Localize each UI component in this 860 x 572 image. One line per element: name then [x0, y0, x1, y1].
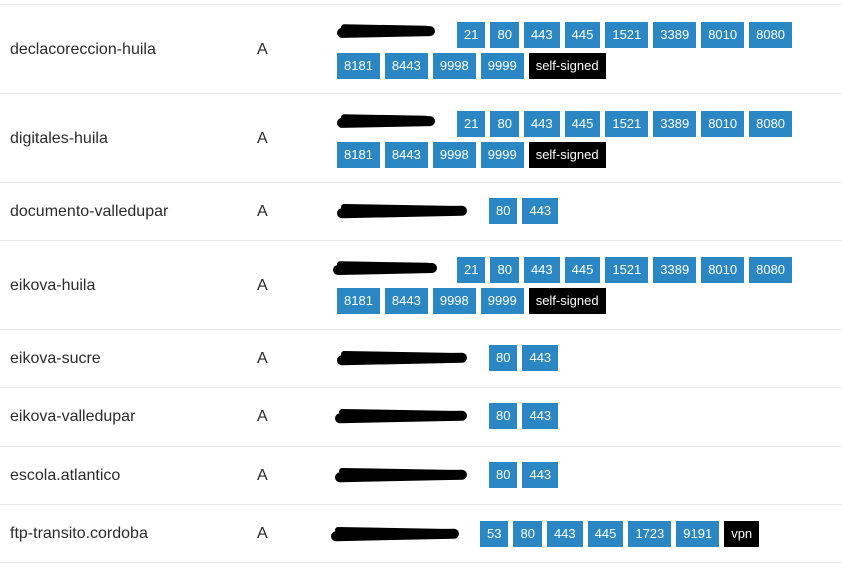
- port-tag[interactable]: 80: [513, 521, 542, 547]
- port-tag[interactable]: 80: [489, 198, 518, 224]
- port-tag[interactable]: 1521: [605, 22, 649, 48]
- port-tag[interactable]: 443: [522, 403, 559, 429]
- port-tag[interactable]: 9998: [432, 288, 476, 314]
- redacted-ip-address: [330, 526, 460, 542]
- hostname: escola.atlantico: [10, 467, 121, 484]
- port-tag[interactable]: 8010: [701, 257, 745, 283]
- port-tag[interactable]: 9998: [432, 53, 476, 79]
- port-tag[interactable]: 8443: [384, 288, 428, 314]
- port-tag[interactable]: 445: [564, 22, 601, 48]
- port-tag[interactable]: 9998: [432, 142, 476, 168]
- port-tag[interactable]: 80: [490, 111, 519, 137]
- port-tag[interactable]: 21: [457, 257, 486, 283]
- table-row: eikova-huila A 21 80 443 445 1521 3389 8010 8080 8…: [0, 240, 841, 329]
- table-row: digitales-huila A 21 80 443 445 1521 3389 8010 80…: [0, 93, 841, 182]
- port-tag[interactable]: 8080: [749, 257, 793, 283]
- port-tag[interactable]: 80: [489, 403, 518, 429]
- port-tag[interactable]: 1521: [605, 257, 649, 283]
- port-tag[interactable]: 53: [480, 521, 509, 547]
- port-tag[interactable]: 9999: [480, 53, 524, 79]
- redacted-ip-address: [336, 350, 468, 366]
- port-tag[interactable]: 443: [522, 462, 559, 488]
- hostname: digitales-huila: [10, 130, 108, 147]
- port-tags: 80 443: [489, 198, 841, 229]
- redacted-ip-address: [334, 408, 468, 424]
- table-row: documento-valledupar A 80 443: [0, 182, 841, 240]
- port-tags: 80 443: [489, 462, 841, 493]
- record-type: A: [257, 408, 268, 425]
- port-tag[interactable]: 1723: [628, 521, 672, 547]
- service-tag[interactable]: vpn: [724, 521, 760, 547]
- port-tag[interactable]: 8181: [337, 142, 380, 168]
- port-tag[interactable]: 8010: [701, 22, 745, 48]
- hostname: eikova-huila: [10, 277, 96, 294]
- port-tag[interactable]: 8080: [749, 111, 793, 137]
- table-row: eikova-sucre A 80 443: [0, 329, 841, 387]
- port-tags: 53 80 443 445 1723 9191 vpn: [480, 521, 841, 552]
- port-tag[interactable]: 1521: [605, 111, 649, 137]
- redacted-ip-address: [336, 203, 468, 219]
- port-tags: 80 443: [489, 345, 841, 376]
- port-tag[interactable]: 443: [546, 521, 583, 547]
- port-tag[interactable]: 443: [523, 111, 560, 137]
- port-tag[interactable]: 21: [457, 22, 486, 48]
- table-row: escola.atlantico A 80 443: [0, 446, 841, 504]
- record-type: A: [257, 350, 268, 367]
- port-tag[interactable]: 3389: [653, 111, 697, 137]
- port-tag[interactable]: 80: [489, 345, 518, 371]
- service-tag[interactable]: self-signed: [528, 53, 606, 79]
- table-row: eikova-valledupar A 80 443: [0, 387, 841, 446]
- port-tag[interactable]: 445: [564, 257, 601, 283]
- hostname: declacoreccion-huila: [10, 41, 156, 58]
- port-tag[interactable]: 21: [457, 111, 486, 137]
- record-type: A: [257, 203, 268, 220]
- hostname: ftp-transito.cordoba: [10, 525, 148, 542]
- port-tags: 80 443: [489, 403, 841, 434]
- hostname: eikova-valledupar: [10, 408, 136, 425]
- port-tag[interactable]: 8443: [384, 142, 428, 168]
- table-row: ftp-transito.cordoba A 53 80 443 445 1723 9191 v…: [0, 504, 841, 563]
- port-tag[interactable]: 8010: [701, 111, 745, 137]
- port-tag[interactable]: 9191: [676, 521, 720, 547]
- record-type: A: [257, 277, 268, 294]
- port-tag[interactable]: 9999: [480, 142, 524, 168]
- record-type: A: [257, 525, 268, 542]
- port-tag[interactable]: 3389: [653, 257, 697, 283]
- record-type: A: [257, 130, 268, 147]
- table-row: declacoreccion-huila A 21 80 443 445 1521 3389 8…: [0, 4, 841, 93]
- port-tag[interactable]: 443: [523, 22, 560, 48]
- port-tag[interactable]: 8181: [337, 288, 380, 314]
- port-tag[interactable]: 8181: [337, 53, 380, 79]
- port-tag[interactable]: 8080: [749, 22, 793, 48]
- hostname: eikova-sucre: [10, 350, 101, 367]
- service-tag[interactable]: self-signed: [528, 142, 606, 168]
- port-tag[interactable]: 443: [522, 345, 559, 371]
- port-tag[interactable]: 8443: [384, 53, 428, 79]
- port-tag[interactable]: 9999: [480, 288, 524, 314]
- port-tag[interactable]: 80: [490, 22, 519, 48]
- port-tag[interactable]: 445: [564, 111, 601, 137]
- port-tags: 21 80 443 445 1521 3389 8010 8080 8181 8443 9998 99…: [337, 257, 841, 319]
- port-tags: 21 80 443 445 1521 3389 8010 8080 8181 8443 9998 99…: [337, 22, 841, 84]
- hostname: documento-valledupar: [10, 203, 169, 220]
- service-tag[interactable]: self-signed: [528, 288, 606, 314]
- record-type: A: [257, 467, 268, 484]
- port-tag[interactable]: 445: [587, 521, 624, 547]
- port-tag[interactable]: 443: [523, 257, 560, 283]
- port-tag[interactable]: 80: [490, 257, 519, 283]
- redacted-ip-address: [334, 467, 468, 483]
- port-tag[interactable]: 3389: [653, 22, 697, 48]
- port-tags: 21 80 443 445 1521 3389 8010 8080 8181 8443 9998 99…: [337, 111, 841, 173]
- port-tag[interactable]: 80: [489, 462, 518, 488]
- port-tag[interactable]: 443: [522, 198, 559, 224]
- record-type: A: [257, 41, 268, 58]
